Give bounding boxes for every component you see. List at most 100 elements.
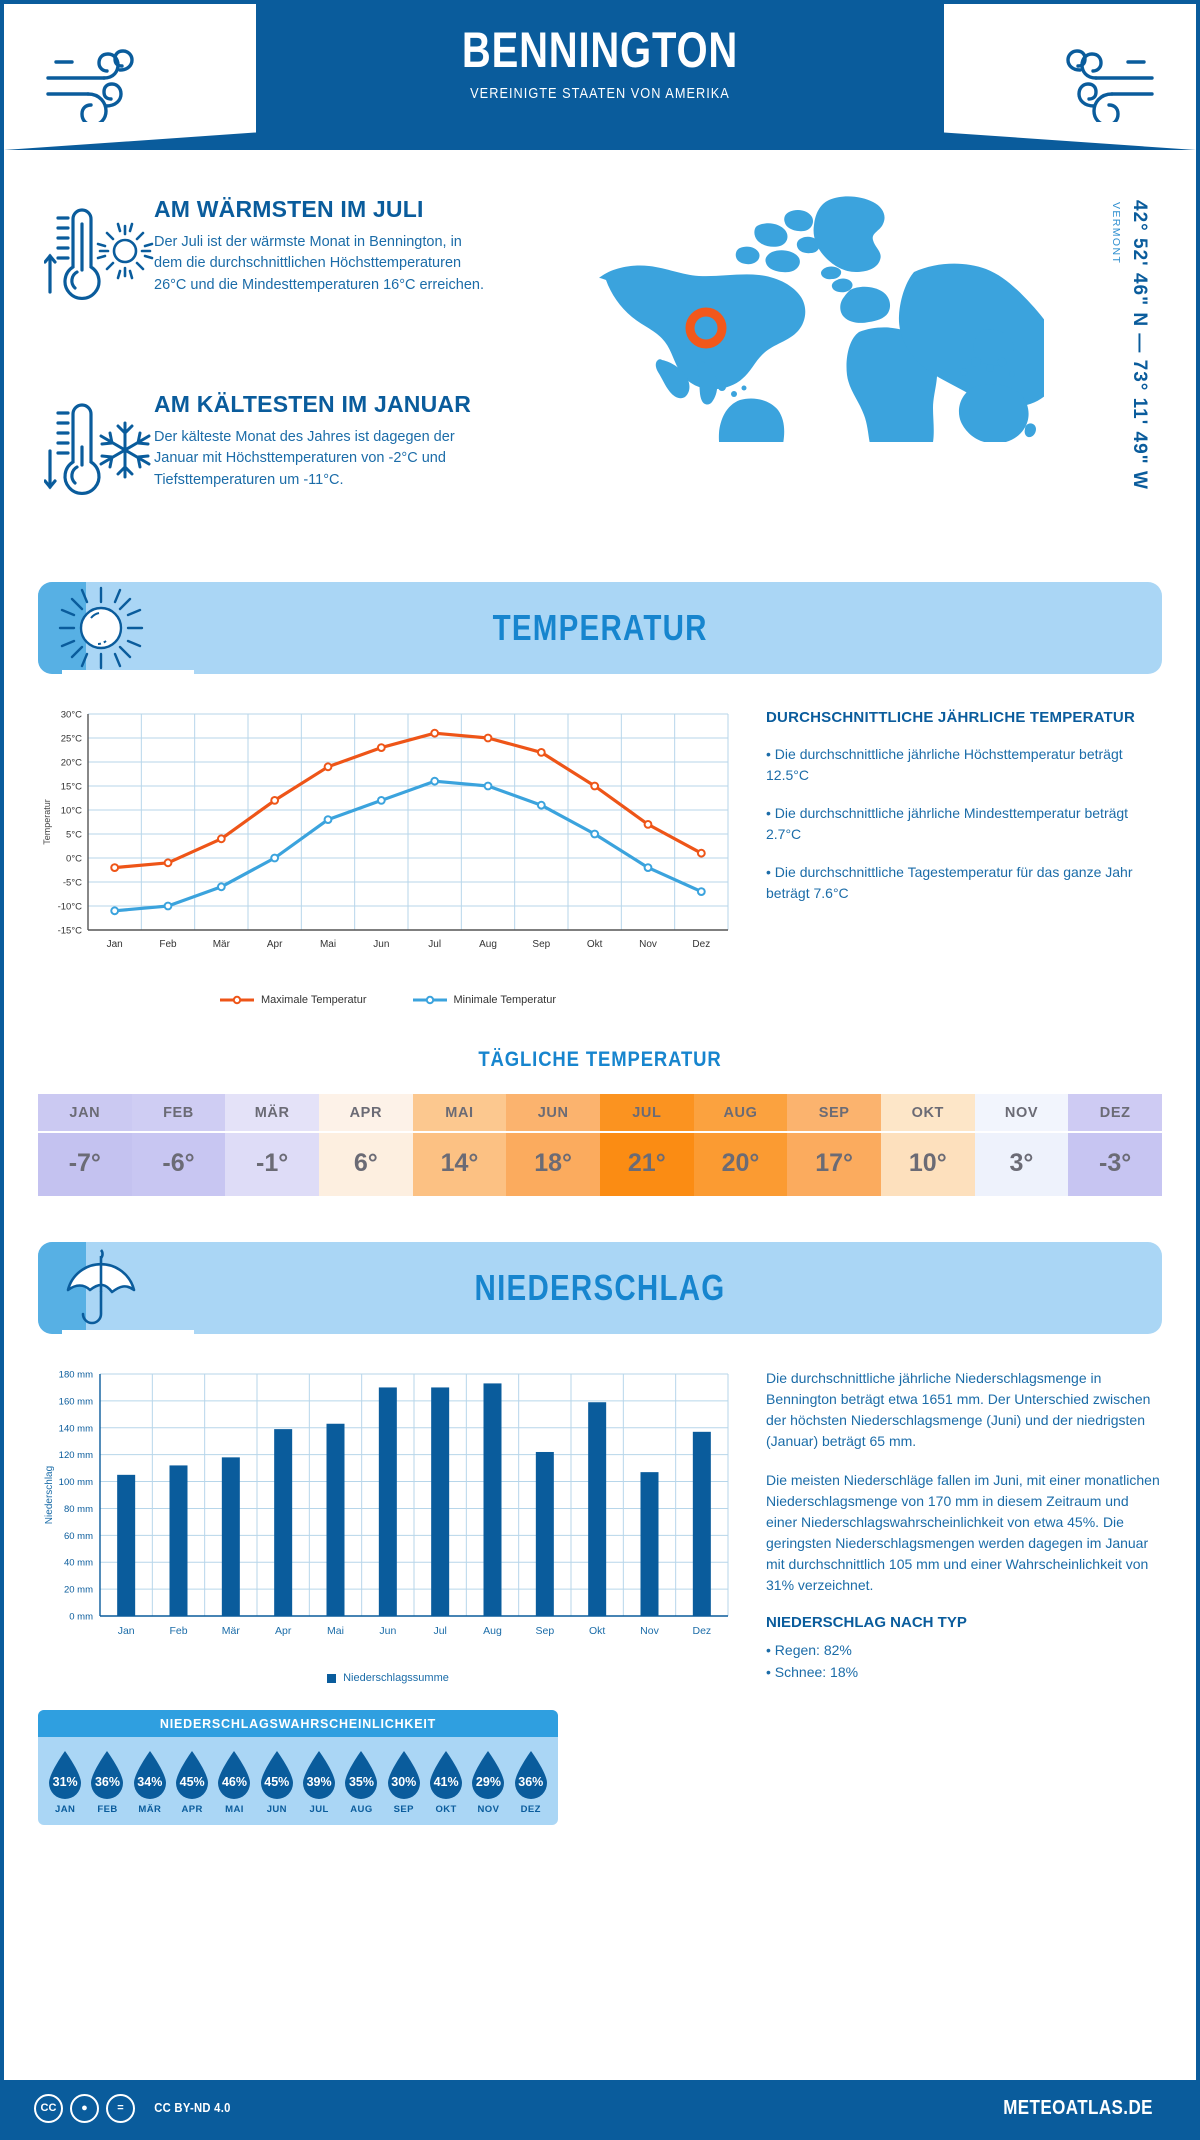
coordinates-label: 42° 52' 46" N — 73° 11' 49" W	[1129, 200, 1150, 490]
water-drop-icon: 36%	[87, 1749, 127, 1801]
svg-text:0 mm: 0 mm	[69, 1612, 93, 1623]
svg-text:Jun: Jun	[373, 939, 389, 950]
temperature-line-chart: Temperatur 30°C 25°C 20°C 15°C 10°C 5°C 0°C -5°C…	[42, 710, 729, 950]
daily-temperature-title: TÄGLICHE TEMPERATUR	[478, 1048, 722, 1071]
banner-notch	[38, 1242, 86, 1334]
probability-value: 45%	[264, 1775, 290, 1789]
daily-temp-value: 6°	[318, 1131, 413, 1196]
precipitation-probability-row: 31% JAN 36% FEB 34% MÄR 45% APR 46% MAI 45% JUN 39% J…	[38, 1737, 558, 1825]
legend-item: Niederschlagssumme	[327, 1672, 449, 1684]
daily-temp-month: OKT	[880, 1094, 975, 1131]
daily-temp-value: 20°	[693, 1131, 788, 1196]
svg-text:120 mm: 120 mm	[59, 1450, 93, 1461]
daily-temp-value: 21°	[599, 1131, 694, 1196]
svg-text:Jan: Jan	[118, 1625, 135, 1637]
svg-text:Aug: Aug	[479, 939, 497, 950]
precipitation-type-heading: NIEDERSCHLAG NACH TYP	[766, 1614, 967, 1631]
precipitation-side-panel: Die durchschnittliche jährliche Niedersc…	[738, 1360, 1162, 1684]
probability-month: APR	[181, 1804, 203, 1815]
legend-swatch	[219, 995, 254, 1005]
probability-item: 45% JUN	[257, 1749, 297, 1815]
svg-text:Jul: Jul	[428, 939, 441, 950]
svg-text:Okt: Okt	[589, 1625, 605, 1637]
page-header: BENNINGTON VEREINIGTE STAATEN VON AMERIK…	[4, 4, 1196, 150]
coldest-month-block: AM KÄLTESTEN IM JANUAR Der kälteste Mona…	[43, 389, 544, 512]
probability-value: 35%	[348, 1775, 374, 1789]
probability-item: 29% NOV	[468, 1749, 508, 1815]
probability-value: 31%	[52, 1775, 78, 1789]
coldest-text: Der kälteste Monat des Jahres ist dagege…	[154, 429, 455, 488]
coldest-title: AM KÄLTESTEN IM JANUAR	[154, 391, 472, 417]
legend-label: Niederschlagssumme	[343, 1672, 449, 1684]
svg-text:60 mm: 60 mm	[64, 1531, 93, 1542]
svg-text:Dez: Dez	[692, 1625, 711, 1637]
no-derivatives-icon: =	[106, 2093, 135, 2123]
page-title: BENNINGTON	[461, 22, 739, 78]
svg-text:10°C: 10°C	[61, 806, 82, 817]
daily-temp-month: APR	[318, 1094, 413, 1131]
daily-temperature-month-row: JAN FEB MÄR APR MAI JUN JUL AUG SEP OKT NOV DEZ	[38, 1094, 1162, 1131]
warmest-title: AM WÄRMSTEN IM JULI	[154, 196, 424, 222]
probability-month: JAN	[55, 1804, 76, 1815]
daily-temp-month: JAN	[38, 1094, 132, 1131]
probability-item: 36% DEZ	[511, 1749, 551, 1815]
svg-text:30°C: 30°C	[61, 710, 82, 721]
world-map-svg	[599, 196, 1044, 442]
precipitation-probability-box: NIEDERSCHLAGSWAHRSCHEINLICHKEIT 31% JAN 36…	[38, 1710, 558, 1825]
daily-temp-month: MAI	[412, 1094, 507, 1131]
umbrella-icon	[66, 1249, 136, 1325]
probability-month: JUL	[309, 1804, 329, 1815]
header-right-panel	[944, 4, 1196, 150]
water-drop-icon: 31%	[45, 1749, 85, 1801]
daily-temp-value: 3°	[974, 1131, 1069, 1196]
temperature-bullet: • Die durchschnittliche Tagestemperatur …	[766, 864, 1133, 902]
svg-text:Jun: Jun	[379, 1625, 396, 1637]
warmest-text-body: AM WÄRMSTEN IM JULI Der Juli ist der wär…	[154, 194, 484, 296]
legend-label: Minimale Temperatur	[453, 994, 557, 1006]
svg-text:140 mm: 140 mm	[59, 1423, 93, 1434]
daily-temp-month: JUN	[506, 1094, 600, 1131]
probability-value: 29%	[475, 1775, 501, 1789]
svg-text:5°C: 5°C	[66, 830, 82, 841]
probability-value: 36%	[94, 1775, 120, 1789]
probability-value: 30%	[391, 1775, 417, 1789]
brand-label: METEOATLAS.DE	[1003, 2096, 1153, 2119]
wind-icon	[46, 49, 134, 122]
svg-text:Sep: Sep	[532, 939, 550, 950]
svg-text:-10°C: -10°C	[58, 902, 83, 913]
svg-text:Jul: Jul	[433, 1625, 446, 1637]
svg-text:20 mm: 20 mm	[64, 1585, 93, 1596]
legend-item: Maximale Temperatur	[219, 994, 367, 1006]
precipitation-probability-title: NIEDERSCHLAGSWAHRSCHEINLICHKEIT	[38, 1710, 558, 1737]
daily-temp-value: -7°	[38, 1131, 132, 1196]
legend-label: Maximale Temperatur	[260, 994, 367, 1006]
svg-text:Mär: Mär	[213, 939, 231, 950]
daily-temp-value: 17°	[787, 1131, 881, 1196]
svg-text:Jan: Jan	[107, 939, 123, 950]
water-drop-icon: 41%	[426, 1749, 466, 1801]
legend-item: Minimale Temperatur	[412, 994, 557, 1006]
sun-icon	[58, 586, 144, 670]
daily-temp-month: NOV	[974, 1094, 1069, 1131]
svg-text:40 mm: 40 mm	[64, 1558, 93, 1569]
cc-icon: CC	[34, 2093, 63, 2123]
page-subtitle: VEREINIGTE STAATEN VON AMERIKA	[470, 84, 730, 102]
svg-text:Feb: Feb	[159, 939, 177, 950]
warm-icons	[43, 194, 154, 317]
svg-text:Temperatur: Temperatur	[42, 799, 52, 845]
probability-month: FEB	[97, 1804, 118, 1815]
legend-swatch	[412, 995, 447, 1005]
probability-month: SEP	[393, 1804, 414, 1815]
probability-item: 31% JAN	[45, 1749, 85, 1815]
temperature-bullet: • Die durchschnittliche jährliche Mindes…	[766, 805, 1129, 843]
temperature-bullet: • Die durchschnittliche jährliche Höchst…	[766, 746, 1123, 784]
svg-text:Nov: Nov	[639, 939, 657, 950]
probability-value: 45%	[179, 1775, 205, 1789]
probability-month: MÄR	[138, 1804, 162, 1815]
daily-temp-month: FEB	[131, 1094, 226, 1131]
svg-text:Nov: Nov	[640, 1625, 659, 1637]
daily-temperature-value-row: -7° -6° -1° 6° 14° 18° 21° 20° 17° 10° 3° -3°	[38, 1131, 1162, 1196]
precipitation-banner: NIEDERSCHLAG	[38, 1242, 1162, 1350]
header-titles: BENNINGTON VEREINIGTE STAATEN VON AMERIK…	[4, 4, 1196, 102]
